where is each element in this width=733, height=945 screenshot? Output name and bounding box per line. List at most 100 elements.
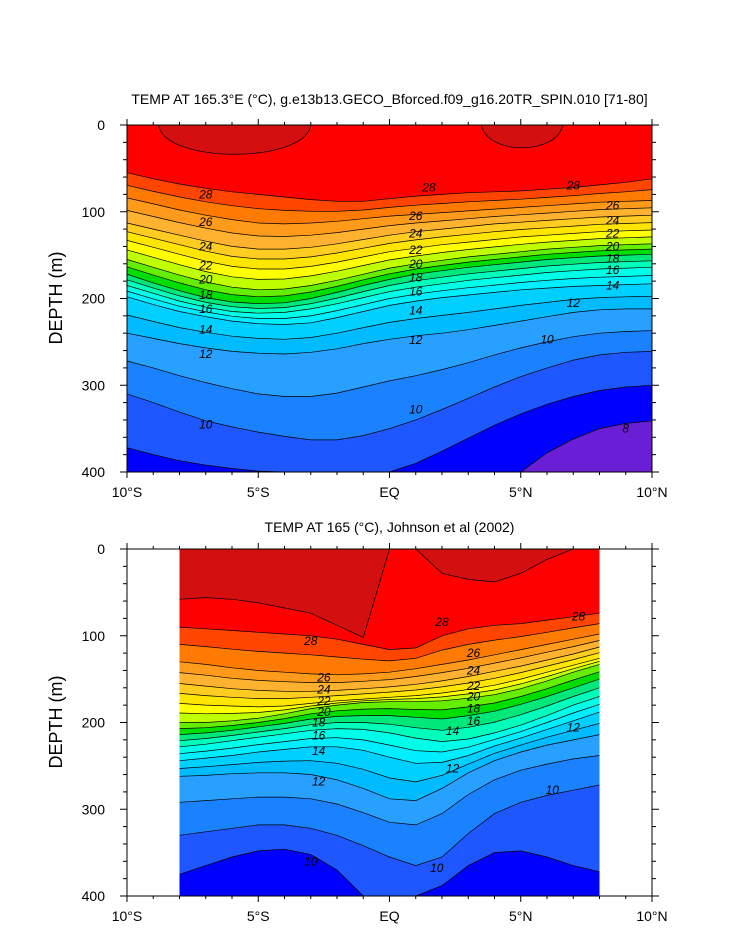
panel-bottom: TEMP AT 165 (°C), Johnson et al (2002) D… — [46, 519, 668, 924]
panel-bottom-isotherm-12 — [179, 734, 600, 801]
panel-bottom-x-tick-label: 10°N — [636, 908, 667, 924]
panel-top-contour-label: 22 — [408, 243, 423, 257]
panel-bottom-y-axis-title: DEPTH (m) — [46, 676, 66, 769]
panel-top-contour-label: 16 — [199, 302, 213, 316]
panel-bottom-contour-label: 24 — [316, 683, 331, 697]
panel-top-isotherm-9 — [127, 384, 652, 472]
panel-top-contour-label: 26 — [408, 209, 423, 223]
panel-top-x-tick-label: EQ — [379, 484, 399, 500]
panel-top-contour-label: 28 — [421, 180, 436, 194]
panel-top-contour-label: 10 — [409, 403, 423, 417]
panel-top-contour-label: 14 — [199, 323, 213, 337]
panel-top-contour-label: 20 — [605, 239, 620, 253]
panel-top-isotherm-15 — [127, 275, 652, 319]
panel-top-y-tick-label: 400 — [82, 464, 106, 480]
panel-top-isotherm-8 — [127, 420, 652, 472]
panel-top-contour-label: 12 — [199, 347, 213, 361]
panel-top-contour-label: 20 — [198, 272, 213, 286]
panel-top-isotherm-17 — [127, 260, 652, 309]
panel-bottom-contour-label: 16 — [467, 714, 481, 728]
panel-bottom-contour-label: 26 — [316, 670, 331, 684]
panel-bottom-isotherm-27 — [179, 623, 600, 662]
panel-top-x-tick-label: 5°S — [247, 484, 270, 500]
panel-bottom-contour-label: 12 — [567, 721, 581, 735]
panel-top-isotherm-21 — [127, 236, 652, 280]
panel-top-contour-label: 10 — [199, 417, 213, 431]
panel-top-contour-label: 18 — [606, 252, 620, 266]
panel-top-contour-label: 8 — [622, 422, 629, 436]
panel-top-contour-label: 16 — [606, 263, 620, 277]
panel-top-contour-label: 24 — [408, 226, 423, 240]
panel-bottom-y-tick-label: 200 — [82, 715, 106, 731]
panel-bottom-isotherm-26 — [179, 633, 600, 676]
panel-bottom-isotherm-10 — [179, 784, 600, 866]
panel-bottom-isotherm-16 — [179, 696, 600, 748]
panel-bottom-contour-label: 16 — [312, 729, 326, 743]
panel-bottom-isotherm-29 — [179, 549, 600, 638]
panel-top-contour-label: 28 — [198, 187, 213, 201]
panel-top-contour-label: 16 — [409, 285, 423, 299]
panel-top-contour-label: 10 — [540, 332, 554, 346]
panel-top-isotherm-27 — [127, 184, 652, 212]
panel-bottom-y-tick-label: 300 — [82, 801, 106, 817]
panel-top-isotherm-22 — [127, 229, 652, 270]
panel-top-isotherm-10 — [127, 351, 652, 441]
panel-bottom-isotherm-14 — [179, 711, 600, 764]
panel-bottom-isotherm-28 — [179, 612, 600, 650]
panel-bottom-y-tick-label: 400 — [82, 888, 106, 904]
panel-top-contour-label: 12 — [567, 296, 581, 310]
panel-bottom-contour-label: 12 — [312, 774, 326, 788]
panel-bottom-axes: 10°S 5°S EQ 5°N 10°N 0 100 200 300 400 — [82, 541, 668, 924]
panel-top-contour-label: 20 — [408, 257, 423, 271]
panel-top-contour-label: 24 — [198, 239, 213, 253]
panel-bottom-x-tick-label: 5°S — [247, 908, 270, 924]
panel-bottom-contour-label: 18 — [312, 716, 326, 730]
panel-top-contour-label: 14 — [409, 304, 423, 318]
panel-top-x-tick-label: 10°S — [112, 484, 143, 500]
panel-top-isotherm-24 — [127, 214, 652, 250]
panel-bottom-contour-label: 10 — [430, 861, 444, 875]
panel-bottom-contour-label: 22 — [466, 679, 481, 693]
panel-bottom-y-tick-label: 0 — [97, 541, 105, 557]
panel-top-isotherm-19 — [127, 248, 652, 298]
panel-top-isotherm-18 — [127, 253, 652, 305]
panel-top-x-tick-label: 5°N — [509, 484, 533, 500]
panel-top-y-tick-label: 300 — [82, 377, 106, 393]
panel-bottom-contour-label: 10 — [304, 854, 318, 868]
panel-bottom-contour-label: 28 — [434, 615, 449, 629]
panel-bottom-x-tick-label: EQ — [379, 908, 399, 924]
panel-top-warm-pool-0 — [158, 125, 312, 155]
panel-bottom-plot-area — [179, 549, 600, 896]
panel-top-contour-label: 24 — [605, 213, 620, 227]
panel-top-isotherm-16 — [127, 266, 652, 314]
panel-top-plot-area — [127, 125, 652, 472]
panel-bottom-isotherm-21 — [179, 660, 600, 715]
panel-top-isotherm-23 — [127, 222, 652, 260]
panel-top: TEMP AT 165.3°E (°C), g.e13b13.GECO_Bfor… — [46, 91, 668, 500]
panel-top-contour-label: 22 — [198, 259, 213, 273]
panel-bottom-x-tick-label: 10°S — [112, 908, 143, 924]
panel-bottom-contour-label: 18 — [467, 702, 481, 716]
panel-bottom-contour-label: 12 — [446, 761, 460, 775]
panel-top-warm-pool-1 — [481, 125, 564, 149]
panel-top-isotherm-13 — [127, 295, 652, 340]
panel-top-isotherm-11 — [127, 330, 652, 397]
panel-top-contour-label: 28 — [566, 179, 581, 193]
panel-top-isotherm-20 — [127, 243, 652, 291]
panel-top-contour-label: 18 — [409, 271, 423, 285]
panel-bottom-isotherm-22 — [179, 657, 600, 708]
panel-top-contour-label: 26 — [198, 215, 213, 229]
panel-top-contour-label: 14 — [606, 278, 620, 292]
panel-bottom-y-tick-label: 100 — [82, 628, 106, 644]
panel-bottom-isotherm-18 — [179, 678, 600, 735]
panel-bottom-contour-label: 24 — [466, 663, 481, 677]
panel-top-contour-label: 26 — [605, 199, 620, 213]
panel-bottom-contour-label: 10 — [546, 783, 560, 797]
panel-bottom-isotherm-17 — [179, 687, 600, 742]
panel-bottom-isotherm-25 — [179, 640, 600, 683]
panel-bottom-isotherm-13 — [179, 723, 600, 783]
panel-top-isotherm-28 — [127, 172, 652, 202]
